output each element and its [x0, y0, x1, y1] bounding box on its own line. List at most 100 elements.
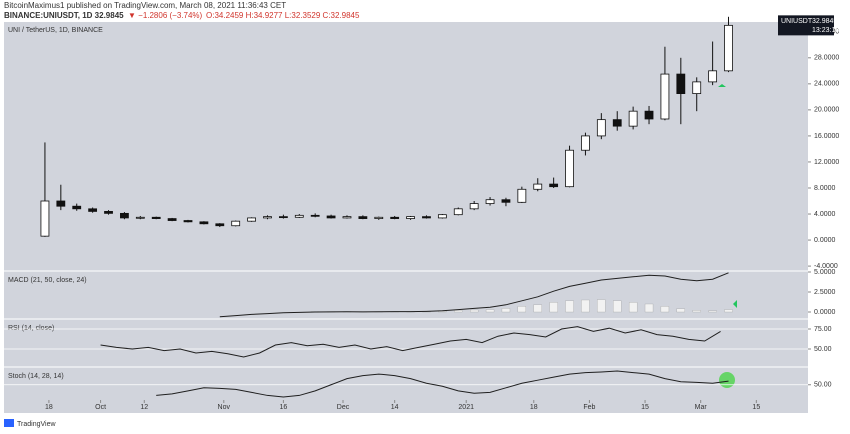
candle-body: [278, 216, 288, 219]
y-tick-label: 5.0000: [814, 269, 836, 276]
candle-body: [676, 73, 686, 95]
candle-body: [596, 119, 606, 137]
histogram-bar: [613, 300, 622, 313]
y-tick-label: 0.0000: [814, 309, 836, 316]
histogram-bar: [565, 300, 574, 313]
candle-body: [310, 214, 320, 217]
x-tick-label: 15: [752, 404, 760, 411]
y-tick-label: 75.00: [814, 326, 832, 333]
candle-body: [56, 200, 66, 207]
series-line: [100, 326, 721, 358]
x-tick-label: Feb: [583, 404, 595, 411]
y-tick-label: 12.0000: [814, 159, 839, 166]
y-tick-label: 20.0000: [814, 107, 839, 114]
candle-body: [40, 200, 50, 237]
candle-body: [390, 216, 400, 219]
y-tick-label: 16.0000: [814, 133, 839, 140]
candle-body: [231, 220, 241, 227]
panel-title: Stoch (14, 28, 14): [8, 373, 64, 380]
candle-body: [104, 211, 113, 214]
candle-body: [72, 205, 82, 210]
candle-body: [247, 217, 256, 222]
histogram-bar: [485, 309, 495, 313]
y-tick-label: 50.00: [814, 346, 832, 353]
histogram-bar: [692, 310, 701, 313]
y-tick-label: 28.0000: [814, 55, 839, 62]
candle-body: [469, 203, 479, 210]
candle-body: [533, 183, 543, 190]
candle-body: [88, 208, 98, 212]
candle-body: [151, 216, 161, 219]
y-tick-label: 0.0000: [814, 237, 836, 244]
candle-body: [517, 188, 527, 203]
x-tick-label: 15: [641, 404, 649, 411]
candle-body: [215, 223, 225, 227]
logo: [4, 419, 14, 427]
histogram-bar: [517, 306, 527, 313]
x-tick-label: Mar: [695, 404, 708, 411]
y-tick-label: 2.5000: [814, 289, 836, 296]
candle-body: [263, 216, 272, 219]
signal-arrow: [733, 300, 737, 308]
histogram-bar: [644, 303, 654, 313]
price-tag-name: UNIUSDT: [781, 18, 813, 25]
y-tick-label: 50.00: [814, 382, 832, 389]
candle-body: [326, 215, 336, 219]
candle-body: [183, 220, 193, 223]
y-tick-label: 4.0000: [814, 211, 836, 218]
x-tick-label: 18: [45, 404, 53, 411]
x-tick-label: Dec: [337, 404, 350, 411]
histogram-bar: [533, 304, 542, 313]
y-tick-label: -4.0000: [814, 263, 838, 270]
candle-body: [374, 216, 384, 219]
histogram-bar: [660, 306, 670, 313]
candle-body: [199, 221, 209, 225]
series-line: [219, 272, 729, 318]
x-tick-label: 2021: [458, 404, 474, 411]
histogram-bar: [581, 299, 590, 313]
price-tag-bg: [778, 15, 834, 36]
x-tick-label: 16: [279, 404, 287, 411]
histogram-bar: [708, 310, 717, 313]
candle-body: [342, 216, 352, 219]
candle-body: [294, 214, 304, 218]
signal-circle: [719, 372, 735, 388]
panel-title: MACD (21, 50, close, 24): [8, 277, 87, 284]
candle-body: [612, 119, 622, 127]
publisher: BitcoinMaximus1 published on TradingView…: [4, 1, 286, 10]
x-tick-label: 14: [391, 404, 399, 411]
candle-body: [120, 212, 129, 219]
x-tick-label: Nov: [218, 404, 231, 411]
candle-body: [628, 110, 638, 127]
y-tick-label: 8.0000: [814, 185, 836, 192]
candle-body: [660, 73, 670, 120]
panel-title: RSI (14, close): [8, 325, 54, 332]
candle-body: [437, 214, 447, 219]
histogram-bar: [470, 309, 479, 313]
candle-body: [422, 216, 431, 219]
candle-body: [565, 149, 574, 188]
histogram-bar: [597, 299, 606, 313]
x-tick-label: 12: [140, 404, 148, 411]
price-tag-value: 32.9845: [812, 18, 837, 25]
candle-body: [406, 216, 415, 219]
candle-body: [167, 218, 177, 221]
countdown: 13:23:18: [812, 27, 839, 34]
y-tick-label: 24.0000: [814, 81, 839, 88]
price-axis: [808, 22, 850, 413]
histogram-bar: [454, 310, 463, 313]
series-line: [156, 370, 729, 398]
histogram-bar: [628, 302, 638, 313]
candle-body: [549, 183, 559, 188]
ohlc: O:34.2459 H:34.9277 L:32.3529 C:32.9845: [206, 11, 360, 20]
panel-title: UNI / TetherUS, 1D, BINANCE: [8, 27, 103, 34]
symbol: BINANCE:UNIUSDT, 1D 32.9845: [4, 11, 124, 20]
candle-body: [708, 70, 718, 83]
candle-body: [692, 81, 702, 95]
histogram-bar: [676, 308, 685, 313]
candle-body: [453, 208, 463, 216]
x-tick-label: 18: [530, 404, 538, 411]
x-tick-label: Oct: [95, 404, 106, 411]
candle-body: [135, 216, 145, 219]
